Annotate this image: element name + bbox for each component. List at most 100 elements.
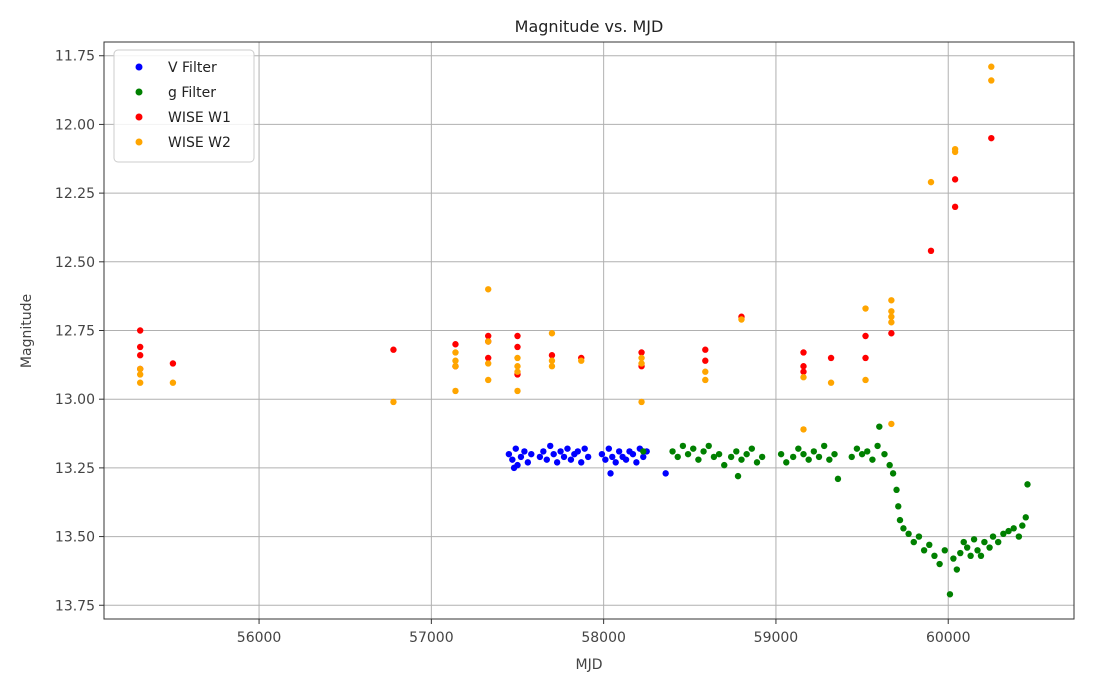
- data-point-g-filter: [734, 472, 742, 480]
- data-point-wise-w1: [136, 343, 144, 351]
- data-point-wise-w2: [988, 63, 995, 70]
- data-point-wise-w1: [452, 341, 459, 348]
- data-point-wise-w2: [702, 376, 709, 384]
- data-point-g-filter: [727, 453, 735, 461]
- data-point-g-filter: [831, 450, 838, 458]
- data-point-g-filter: [981, 538, 988, 546]
- data-point-wise-w2: [514, 363, 521, 370]
- data-point-wise-w2: [136, 365, 144, 373]
- data-point-wise-w1: [862, 354, 869, 362]
- data-point-g-filter: [783, 459, 790, 466]
- x-tick-label: 60000: [926, 630, 971, 646]
- data-point-wise-w1: [485, 332, 492, 340]
- data-point-g-filter: [715, 450, 723, 458]
- data-point-g-filter: [953, 566, 961, 573]
- y-tick-label: 13.50: [55, 530, 95, 546]
- data-point-wise-w2: [951, 148, 959, 156]
- x-tick-label: 58000: [581, 630, 626, 646]
- data-point-wise-w2: [862, 305, 869, 312]
- data-point-wise-w1: [702, 346, 709, 353]
- data-point-g-filter: [957, 549, 964, 557]
- data-point-v-filter: [607, 470, 614, 477]
- data-point-g-filter: [900, 525, 907, 532]
- data-point-g-filter: [800, 450, 807, 458]
- data-point-wise-w2: [452, 387, 459, 395]
- data-point-g-filter: [931, 552, 938, 560]
- data-point-v-filter: [553, 459, 561, 466]
- data-point-wise-w2: [702, 368, 709, 375]
- data-point-g-filter: [810, 448, 818, 455]
- y-tick-label: 12.00: [55, 117, 95, 133]
- data-point-g-filter: [674, 453, 681, 461]
- data-point-wise-w1: [800, 368, 807, 375]
- legend-label-wise-w1: WISE W1: [168, 110, 231, 126]
- data-point-wise-w2: [485, 338, 492, 345]
- y-axis-ticks: 11.75 12.00 12.25 12.50 12.75 13.00 13.25 13.50…: [55, 49, 104, 614]
- data-point-g-filter: [1005, 527, 1012, 535]
- data-point-v-filter: [557, 448, 564, 455]
- data-point-g-filter: [920, 547, 928, 554]
- data-point-v-filter: [512, 445, 519, 452]
- data-point-g-filter: [986, 544, 993, 551]
- data-point-v-filter: [540, 448, 547, 455]
- data-point-g-filter: [905, 530, 912, 538]
- data-points: [136, 63, 1031, 598]
- data-point-g-filter: [994, 538, 1002, 546]
- data-point-g-filter: [910, 538, 917, 546]
- data-point-g-filter: [963, 544, 971, 551]
- y-tick-label: 13.75: [55, 598, 95, 614]
- data-point-wise-w1: [514, 343, 521, 351]
- data-point-wise-w2: [827, 379, 835, 386]
- data-point-wise-w1: [485, 354, 492, 362]
- data-point-v-filter: [510, 464, 518, 472]
- data-point-wise-w2: [638, 354, 645, 362]
- data-point-g-filter: [896, 516, 904, 524]
- data-point-g-filter: [805, 456, 812, 463]
- data-point-v-filter: [528, 450, 535, 458]
- data-point-v-filter: [521, 448, 528, 455]
- y-tick-label: 12.25: [55, 186, 95, 202]
- data-point-wise-w2: [136, 371, 144, 378]
- data-point-g-filter: [815, 453, 823, 461]
- grid-lines: [104, 42, 1074, 619]
- data-point-v-filter: [662, 470, 669, 477]
- data-point-wise-w1: [548, 352, 556, 359]
- data-point-v-filter: [602, 456, 609, 463]
- data-point-g-filter: [1000, 530, 1007, 538]
- data-point-g-filter: [970, 536, 978, 543]
- data-point-wise-w1: [951, 176, 959, 183]
- data-point-wise-w2: [452, 357, 459, 364]
- data-point-v-filter: [536, 453, 544, 461]
- legend-marker-wise-w1: [135, 113, 143, 121]
- data-point-v-filter: [574, 448, 582, 455]
- data-point-g-filter: [950, 555, 957, 562]
- data-point-wise-w2: [862, 376, 869, 384]
- data-point-v-filter: [560, 453, 568, 461]
- data-point-g-filter: [684, 450, 692, 458]
- data-point-wise-w2: [485, 376, 492, 384]
- data-point-g-filter: [690, 445, 697, 452]
- data-point-v-filter: [524, 459, 532, 466]
- data-point-g-filter: [895, 503, 902, 510]
- data-point-v-filter: [509, 456, 516, 463]
- data-point-wise-w2: [548, 330, 556, 337]
- data-point-wise-w2: [800, 426, 807, 433]
- x-tick-label: 56000: [237, 630, 282, 646]
- data-point-v-filter: [605, 445, 613, 452]
- data-point-g-filter: [705, 442, 712, 450]
- y-tick-label: 13.25: [55, 461, 95, 477]
- data-point-v-filter: [505, 450, 513, 458]
- data-point-g-filter: [889, 470, 897, 477]
- data-point-wise-w1: [951, 203, 959, 211]
- data-point-g-filter: [876, 423, 883, 430]
- data-point-v-filter: [547, 442, 554, 450]
- data-point-v-filter: [564, 445, 571, 452]
- data-point-g-filter: [679, 442, 687, 450]
- data-point-wise-w2: [888, 297, 895, 304]
- data-point-wise-w1: [827, 354, 835, 362]
- data-point-v-filter: [517, 453, 525, 461]
- data-point-wise-w2: [169, 379, 177, 386]
- data-point-g-filter: [695, 456, 702, 463]
- legend-label-wise-w2: WISE W2: [168, 135, 231, 151]
